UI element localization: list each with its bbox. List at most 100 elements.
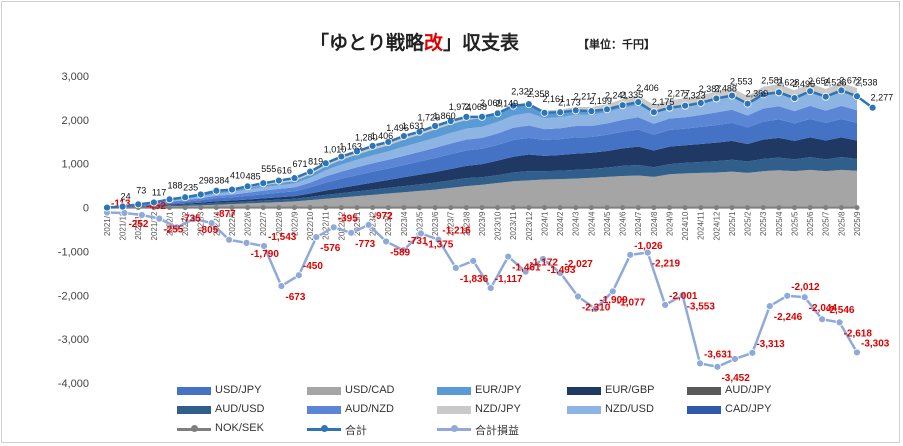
total-point [806, 87, 815, 96]
pnl-point [626, 250, 635, 259]
legend-item: USD/JPY [177, 384, 262, 396]
pnl-label: -2,012 [791, 282, 820, 293]
total-label: 2,217 [574, 91, 597, 101]
x-tick-label: 2022/5 [228, 211, 237, 236]
legend-marker [191, 425, 198, 432]
x-tick-label: 2024/6 [619, 211, 628, 236]
pnl-label: -1,375 [425, 239, 454, 250]
total-label: 2,173 [558, 97, 581, 107]
x-tick-label: 2025/2 [744, 211, 753, 236]
nok-sek-point [745, 205, 751, 211]
pnl-label: -1,493 [547, 265, 576, 276]
nok-sek-point [729, 205, 735, 211]
pnl-point [207, 219, 216, 228]
total-point [399, 132, 408, 140]
total-label: 2,581 [761, 75, 784, 85]
x-tick-label: 2024/2 [556, 211, 565, 236]
total-point [665, 103, 674, 112]
nok-sek-point [526, 205, 532, 211]
nok-sek-point [776, 205, 782, 211]
total-point [415, 127, 424, 136]
pnl-label: -2,310 [582, 302, 611, 313]
nok-sek-point [354, 205, 360, 211]
legend-item: EUR/JPY [437, 384, 521, 396]
total-point [868, 103, 877, 112]
pnl-point [800, 293, 809, 302]
pnl-label: -735 [181, 213, 201, 224]
pnl-label: -673 [285, 292, 305, 303]
x-tick-label: 2022/10 [306, 211, 315, 240]
nok-sek-point [245, 205, 251, 211]
y-tick-label: 1,000 [61, 159, 89, 171]
pnl-label: -2,219 [652, 259, 681, 270]
pnl-point [853, 348, 861, 357]
nok-sek-point [182, 205, 188, 211]
total-label: 2,628 [777, 77, 800, 87]
nok-sek-point [432, 205, 438, 211]
nok-sek-point [338, 205, 344, 211]
pnl-label: -2,246 [774, 312, 803, 323]
pnl-label: -877 [216, 209, 236, 220]
total-label: 384 [214, 176, 229, 186]
total-label: 485 [246, 171, 261, 181]
x-tick-label: 2022/12 [337, 211, 346, 240]
area-eur-gbp [107, 137, 857, 208]
x-tick-label: 2023/10 [494, 211, 503, 240]
legend-label: USD/CAD [345, 384, 395, 396]
nok-sek-point [292, 205, 297, 211]
nok-sek-point [573, 205, 579, 211]
x-tick-label: 2021/11 [134, 211, 143, 240]
pnl-point [678, 291, 687, 300]
total-point [774, 88, 783, 97]
legend-label: NOK/SEK [215, 422, 264, 434]
pnl-label: -255 [163, 225, 183, 236]
unit-label: 【単位：千円】 [578, 38, 655, 51]
total-label: 2,335 [621, 90, 644, 100]
x-tick-label: 2024/1 [541, 211, 550, 236]
nok-sek-point [463, 205, 469, 211]
x-tick-label: 2023/1 [353, 211, 362, 236]
legend-label: AUD/JPY [725, 384, 772, 396]
legend-marker [451, 425, 458, 432]
total-point [306, 167, 315, 176]
nok-sek-point [213, 205, 219, 211]
pnl-label: -452 [146, 201, 166, 212]
pnl-point [294, 271, 303, 280]
total-label: 555 [261, 164, 276, 174]
total-label: 2,068 [464, 102, 487, 112]
total-point [853, 92, 861, 101]
x-tick-label: 2023/12 [525, 211, 534, 240]
pnl-label: -731 [408, 236, 428, 247]
pnl-point [329, 223, 338, 232]
total-label: 2,358 [527, 89, 550, 99]
total-point [837, 86, 846, 95]
y-tick-label: -3,000 [58, 334, 89, 346]
total-point [228, 185, 236, 194]
x-tick-label: 2025/6 [806, 211, 815, 236]
pnl-point [504, 252, 513, 261]
nok-sek-point [854, 205, 860, 211]
pnl-point [225, 235, 233, 244]
x-tick-label: 2024/11 [697, 211, 706, 240]
nok-sek-point [838, 205, 844, 211]
pnl-point [347, 228, 356, 237]
nok-sek-point [276, 205, 282, 211]
pnl-label: -805 [198, 225, 218, 236]
nok-sek-point [167, 205, 172, 211]
legend-label: USD/JPY [215, 384, 262, 396]
area-aud-usd [107, 157, 857, 208]
total-point [321, 159, 330, 168]
legend-swatch [567, 406, 601, 414]
legend-item: USD/CAD [307, 384, 395, 396]
total-point [821, 92, 830, 101]
x-tick-label: 2025/9 [853, 211, 862, 236]
total-point [181, 193, 190, 202]
total-label: 1,974 [449, 102, 472, 112]
pnl-point [556, 269, 565, 277]
x-tick-label: 2023/7 [447, 211, 456, 236]
x-tick-label: 2025/5 [791, 211, 800, 236]
legend-item: CAD/JPY [687, 403, 771, 415]
pnl-label: -450 [303, 261, 323, 272]
legend-swatch [177, 406, 211, 414]
legend-swatch [437, 387, 471, 395]
